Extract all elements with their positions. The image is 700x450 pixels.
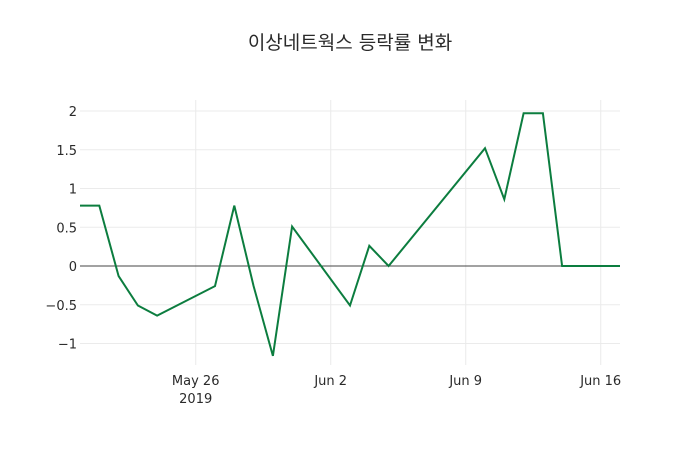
y-tick-label: 0.5 [56, 221, 77, 236]
data-series-line [80, 112, 620, 357]
x-tick-label: May 26 [172, 374, 220, 389]
y-tick-label: 1.5 [56, 144, 77, 159]
x-axis-ticks: May 26 2019 Jun 2 Jun 9 Jun 16 [172, 374, 621, 407]
x-tick-label: Jun 16 [579, 374, 621, 389]
y-tick-label: −0.5 [45, 299, 77, 314]
y-tick-label: −1 [58, 338, 77, 353]
x-tick-year-label: 2019 [179, 392, 212, 407]
grid-lines [80, 100, 620, 365]
y-tick-label: 2 [69, 105, 77, 120]
y-axis-ticks: 2 1.5 1 0.5 0 −0.5 −1 [45, 105, 77, 353]
chart-title: 이상네트웍스 등락률 변화 [247, 32, 453, 54]
y-tick-label: 1 [69, 183, 77, 198]
y-tick-label: 0 [69, 260, 77, 275]
x-tick-label: Jun 9 [448, 374, 482, 389]
x-tick-label: Jun 2 [313, 374, 347, 389]
